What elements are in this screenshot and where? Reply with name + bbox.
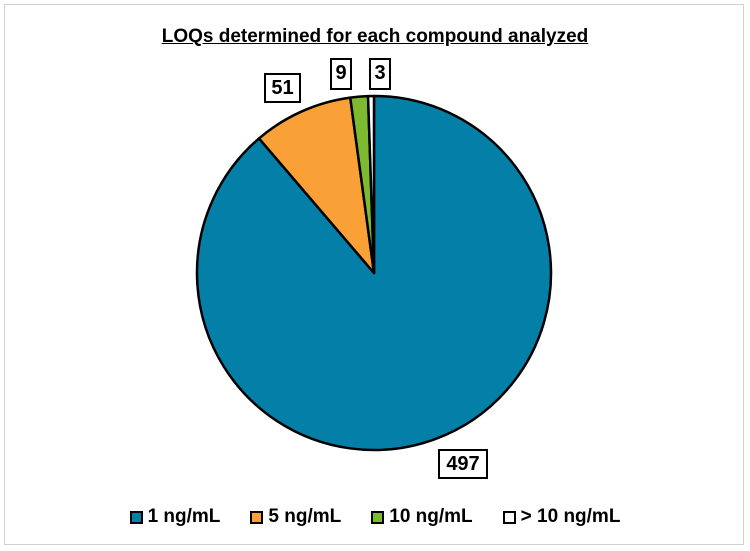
legend: 1 ng/mL 5 ng/mL 10 ng/mL > 10 ng/mL bbox=[0, 506, 750, 528]
legend-swatch bbox=[129, 510, 143, 524]
legend-swatch bbox=[502, 510, 516, 524]
legend-swatch bbox=[250, 510, 264, 524]
legend-item-10ng: 10 ng/mL bbox=[371, 506, 473, 528]
legend-item-5ng: 5 ng/mL bbox=[250, 506, 341, 528]
data-label-5ng: 51 bbox=[264, 73, 301, 103]
data-label-gt10ng: 3 bbox=[369, 58, 391, 90]
chart-title: LOQs determined for each compound analyz… bbox=[161, 26, 589, 47]
chart-frame bbox=[4, 4, 744, 545]
legend-label: 5 ng/mL bbox=[268, 506, 342, 527]
data-label-1ng: 497 bbox=[438, 449, 488, 479]
legend-label: > 10 ng/mL bbox=[520, 506, 621, 527]
legend-item-1ng: 1 ng/mL bbox=[129, 506, 221, 528]
slice-5ng bbox=[257, 96, 376, 275]
legend-label: 1 ng/mL bbox=[147, 506, 221, 527]
slice-gt10ng bbox=[366, 94, 376, 275]
data-label-10ng: 9 bbox=[330, 58, 352, 90]
legend-swatch bbox=[371, 510, 385, 524]
legend-item-gt10ng: > 10 ng/mL bbox=[502, 506, 621, 528]
legend-label: 10 ng/mL bbox=[389, 506, 473, 527]
